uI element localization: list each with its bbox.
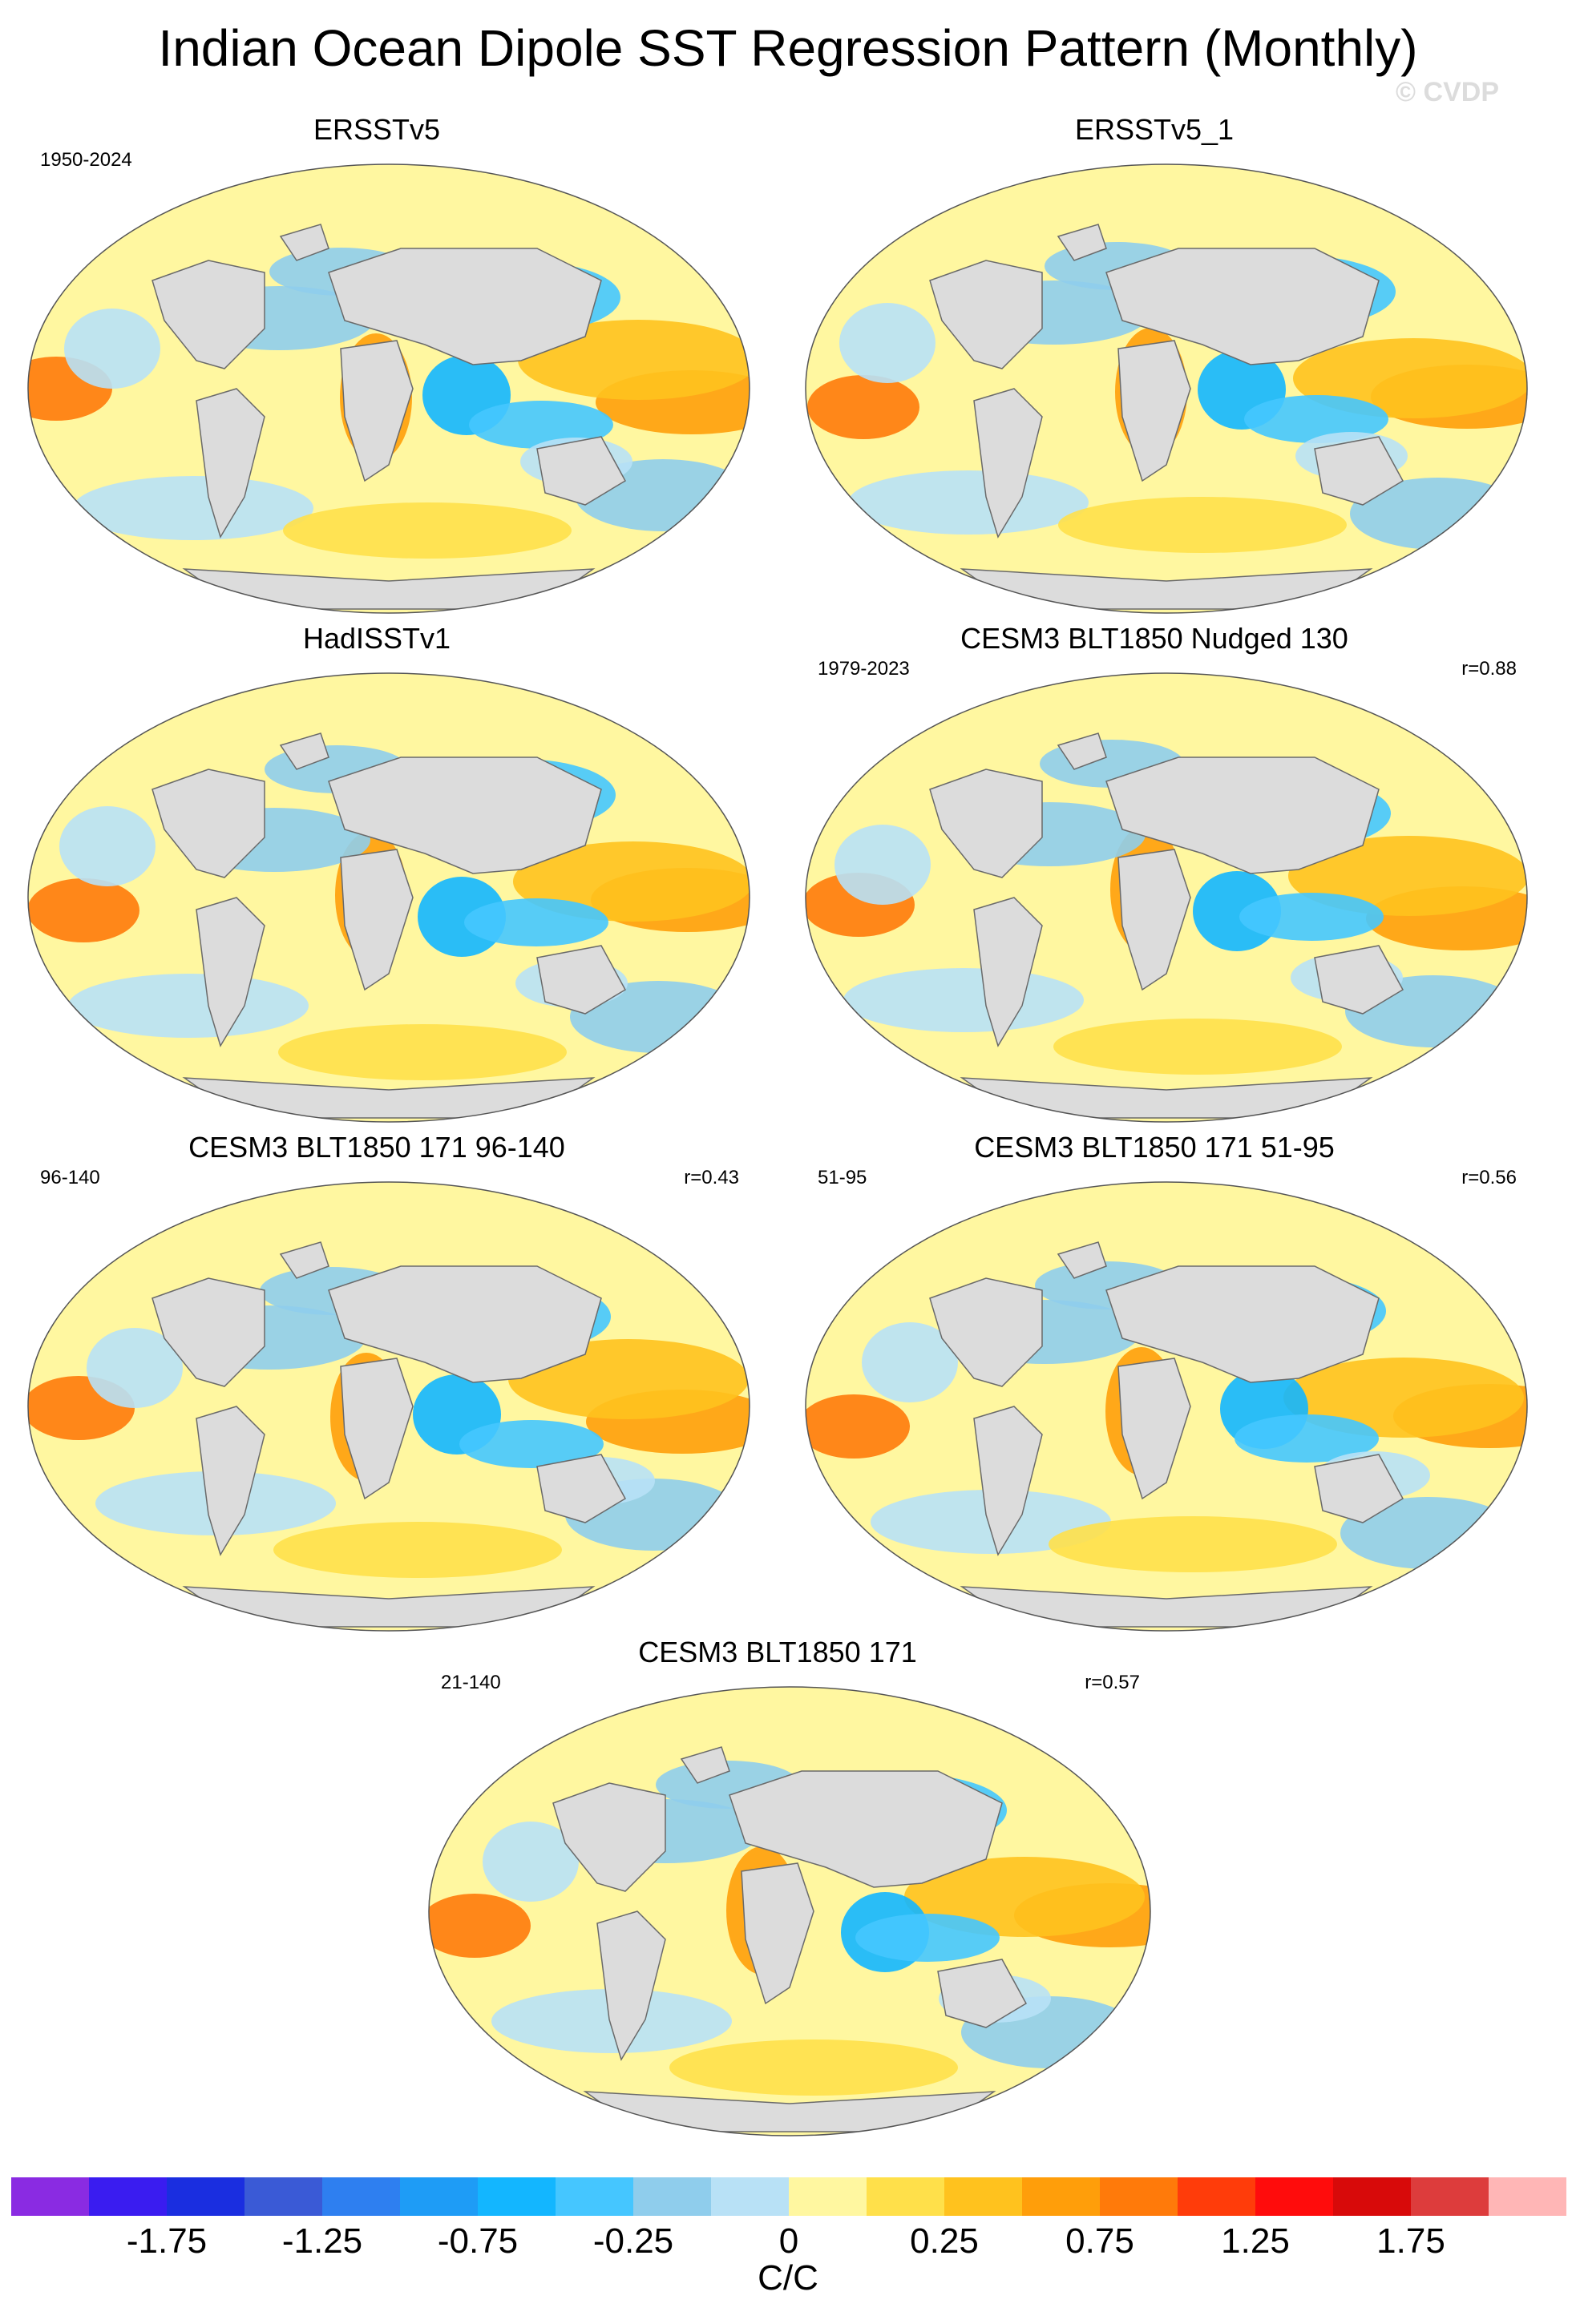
panel-period: 1950-2024 <box>40 149 132 171</box>
panel-title: HadISSTv1 <box>302 622 451 655</box>
map-panel-hadisstv1: HadISSTv1 <box>0 621 754 1134</box>
main-title: Indian Ocean Dipole SST Regression Patte… <box>158 19 1418 77</box>
colorbar-tick-label: -0.25 <box>592 2221 674 2261</box>
map-panel-erssv5-1: ERSSTv5_1 <box>778 112 1531 625</box>
sst-map <box>27 163 750 614</box>
panel-correlation: r=0.88 <box>1461 658 1517 680</box>
panel-title: ERSSTv5_1 <box>1074 113 1235 146</box>
panel-period: 96-140 <box>40 1167 100 1188</box>
panel-title: CESM3 BLT1850 Nudged 130 <box>960 622 1348 655</box>
colorbar-swatch <box>400 2177 478 2216</box>
colorbar <box>11 2177 1566 2216</box>
sst-map <box>805 672 1528 1123</box>
panel-title: CESM3 BLT1850 171 51-95 <box>974 1131 1335 1164</box>
panel-correlation: r=0.43 <box>684 1167 739 1188</box>
colorbar-swatch <box>1333 2177 1411 2216</box>
colorbar-tick-label: 0.25 <box>910 2221 979 2261</box>
cvdp-watermark: © CVDP <box>1396 77 1499 107</box>
sst-map <box>27 672 750 1123</box>
colorbar-tick-label: -1.75 <box>126 2221 208 2261</box>
colorbar-tick-label: 1.75 <box>1376 2221 1445 2261</box>
colorbar-swatch <box>867 2177 944 2216</box>
panel-title: CESM3 BLT1850 171 96-140 <box>188 1131 565 1164</box>
panel-correlation: r=0.56 <box>1461 1167 1517 1188</box>
map-panel-cesm3-171: CESM3 BLT1850 171 21-140 r=0.57 <box>401 1635 1154 2148</box>
colorbar-swatch <box>167 2177 244 2216</box>
sst-map <box>27 1181 750 1632</box>
colorbar-swatch <box>1411 2177 1489 2216</box>
colorbar-tick-label: -1.25 <box>281 2221 363 2261</box>
colorbar-tick-label: -0.75 <box>437 2221 519 2261</box>
colorbar-tick-label: 0.75 <box>1065 2221 1134 2261</box>
colorbar-swatch <box>1489 2177 1566 2216</box>
colorbar-swatch <box>89 2177 167 2216</box>
panel-title: ERSSTv5 <box>313 113 441 146</box>
map-panel-erssv5: ERSSTv5 1950-2024 <box>0 112 754 625</box>
colorbar-unit: C/C <box>758 2258 818 2298</box>
colorbar-swatch <box>556 2177 633 2216</box>
sst-map <box>805 163 1528 614</box>
colorbar-tick-label: 0 <box>778 2221 799 2261</box>
colorbar-swatch <box>478 2177 556 2216</box>
colorbar-swatch <box>1255 2177 1333 2216</box>
map-panel-cesm3-nudged-130: CESM3 BLT1850 Nudged 130 1979-2023 r=0.8… <box>778 621 1531 1134</box>
panel-correlation: r=0.57 <box>1085 1672 1140 1693</box>
colorbar-swatch <box>711 2177 789 2216</box>
panel-title: CESM3 BLT1850 171 <box>638 1636 917 1668</box>
panel-period: 1979-2023 <box>818 658 910 680</box>
colorbar-swatch <box>11 2177 89 2216</box>
colorbar-swatch <box>322 2177 400 2216</box>
colorbar-swatch <box>789 2177 867 2216</box>
colorbar-tick-label: 1.25 <box>1221 2221 1290 2261</box>
colorbar-swatch <box>1178 2177 1255 2216</box>
colorbar-swatch <box>633 2177 711 2216</box>
colorbar-swatch <box>1022 2177 1100 2216</box>
panel-period: 21-140 <box>441 1672 501 1693</box>
sst-map <box>805 1181 1528 1632</box>
colorbar-swatch <box>944 2177 1022 2216</box>
map-panel-cesm3-171-96-140: CESM3 BLT1850 171 96-140 96-140 r=0.43 <box>0 1130 754 1643</box>
map-panel-cesm3-171-51-95: CESM3 BLT1850 171 51-95 51-95 r=0.56 <box>778 1130 1531 1643</box>
colorbar-swatch <box>1100 2177 1178 2216</box>
panel-period: 51-95 <box>818 1167 867 1188</box>
sst-map <box>428 1686 1151 2136</box>
colorbar-swatch <box>244 2177 322 2216</box>
